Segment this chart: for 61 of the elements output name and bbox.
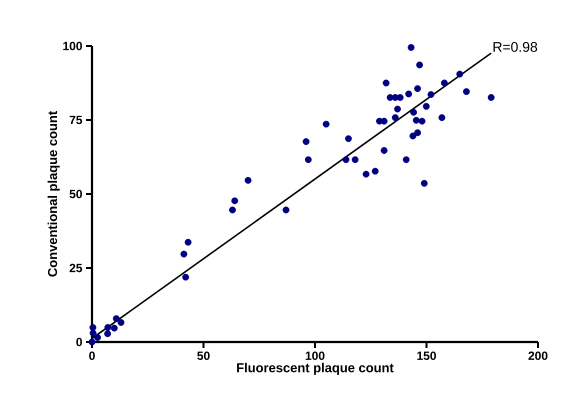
point [362,170,370,178]
point [420,180,428,187]
point [412,116,420,124]
point [112,315,120,322]
y-tick-label: 50 [70,190,82,198]
point [438,114,446,122]
point [88,338,96,346]
point [394,106,401,112]
point [440,80,448,86]
point [342,156,350,164]
point [372,168,379,175]
point [402,156,410,164]
point [428,91,434,98]
point [408,44,415,51]
point [89,324,96,331]
point [380,118,388,125]
y-axis-title: Conventional plaque count [48,111,60,277]
point [231,197,238,204]
point [410,132,416,140]
point [396,94,404,101]
annotation: R=0.98 [494,42,538,52]
point [380,147,388,154]
point [410,108,417,116]
x-tick-label: 0 [89,352,95,360]
point [104,324,112,331]
point [414,129,421,136]
point [345,135,352,142]
point [456,70,464,78]
y-tick-label: 25 [70,264,82,272]
point [416,62,423,68]
y-tick-label: 75 [70,116,82,124]
point [90,330,97,337]
point [304,156,312,164]
point [94,334,101,341]
point [422,102,430,110]
point [282,206,290,214]
point [392,114,399,122]
x-tick-label: 200 [528,352,548,360]
x-tick-label: 50 [197,352,210,360]
point [182,274,190,281]
point [110,324,118,332]
point [382,80,390,86]
y-tick-label: 100 [63,42,82,50]
x-tick-label: 150 [417,352,436,360]
x-axis-title: Fluorescent plaque count [237,362,394,375]
y-tick-label: 0 [76,338,82,346]
point [104,330,112,338]
point [488,94,495,101]
point [229,206,236,214]
point [302,138,310,146]
point [322,120,330,128]
x-tick-label: 100 [306,352,324,360]
point [180,250,188,258]
point [414,85,421,92]
point [418,118,426,125]
point [184,238,192,246]
point [118,319,124,326]
point [244,176,252,184]
point [405,90,412,98]
point [463,88,470,95]
point [352,156,359,164]
